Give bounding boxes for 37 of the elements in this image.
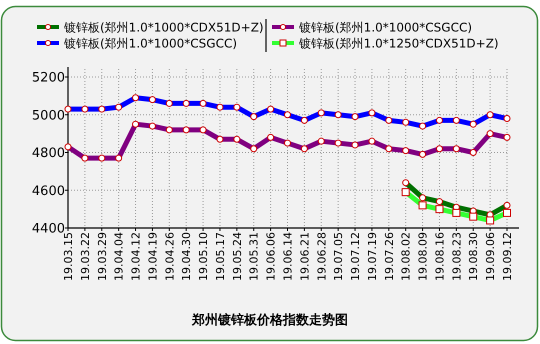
x-tick-label: 19.07.19 [366,232,379,281]
x-tick-label: 19.04.19 [146,232,160,281]
x-tick-label: 19.07.05 [332,232,346,281]
y-tick-label: 4800 [32,146,65,161]
y-tick-label: 4600 [32,184,65,199]
x-tick-label: 19.06.06 [264,232,278,281]
legend-label: 镀锌板(郑州1.0*1000*CSGCC) [63,36,238,50]
text: 郑州镀锌板价格指数走势图 [191,312,348,328]
x-tick-label: 19.05.31 [248,232,261,281]
x-tick-label: 19.06.14 [282,232,294,281]
x-tick-label: 19.07.26 [382,232,396,281]
x-tick-label: 19.04.26 [163,232,176,281]
x-tick-label: 19.06.28 [315,232,328,281]
x-tick-label: 19.05.10 [197,232,210,281]
x-tick-label: 19.09.12 [501,232,514,281]
y-tick-label: 5000 [32,108,65,124]
x-tick-label: 19.08.16 [433,232,446,281]
x-tick-label: 19.07.12 [349,232,362,281]
x-tick-label: 19.04.04 [112,232,126,281]
x-tick-label: 19.08.23 [450,232,464,281]
legend-label: 镀锌板(郑州1.0*1000*CDX51D+Z) [63,20,264,34]
y-tick-label: 4400 [32,222,65,236]
legend-label: 镀锌板(郑州1.0*1250*CDX51D+Z) [298,36,499,50]
x-tick-label: 19.08.30 [467,232,480,281]
x-tick-label: 19.04.30 [180,232,194,281]
x-tick-label: 19.08.02 [400,232,413,281]
x-tick-label: 19.05.17 [214,232,227,281]
x-tick-label: 19.03.22 [78,232,92,281]
x-tick-label: 19.03.15 [62,232,75,281]
x-tick-label: 19.09.06 [484,232,498,281]
legend-label: 镀锌板(郑州1.0*1000*CSGCC) [298,20,472,34]
x-tick-label: 19.03.29 [96,232,109,281]
x-tick-label: 19.04.12 [130,232,143,281]
y-tick-label: 5200 [32,70,65,86]
x-tick-label: 19.08.09 [416,232,430,281]
x-tick-label: 19.06.21 [298,232,312,281]
x-tick-label: 19.05.24 [230,232,244,281]
